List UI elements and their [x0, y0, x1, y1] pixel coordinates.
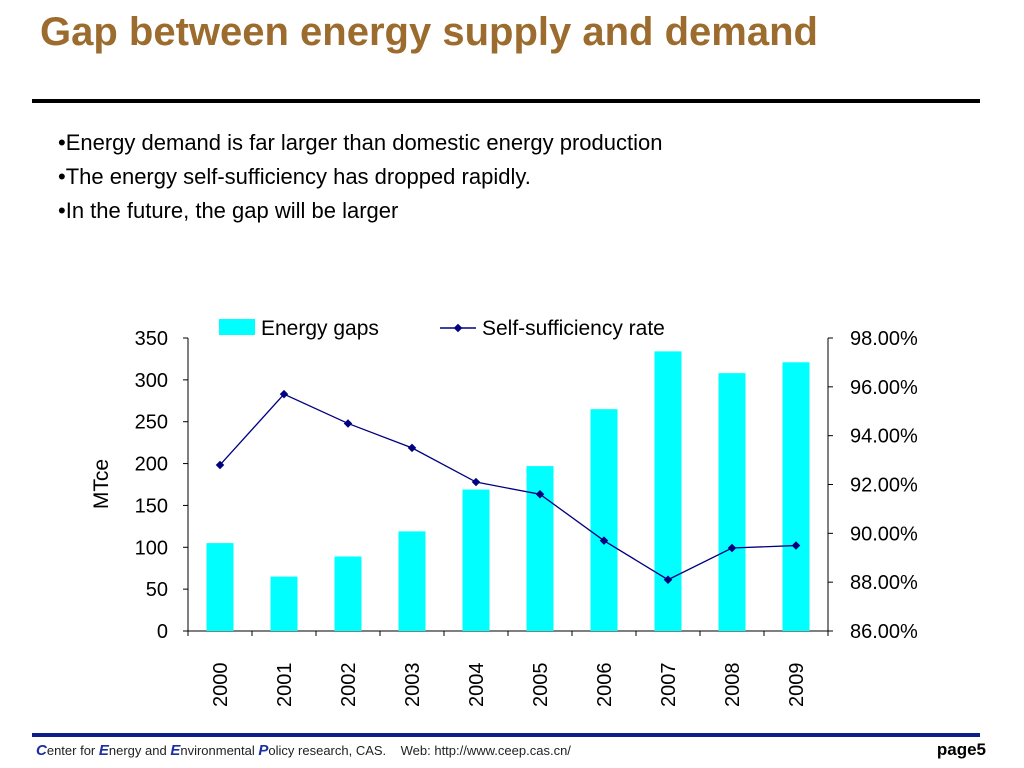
y2-tick-label: 90.00%: [850, 523, 918, 545]
y2-tick-label: 96.00%: [850, 377, 918, 399]
point-self-sufficiency: [343, 419, 353, 428]
y2-tick-label: 88.00%: [850, 572, 918, 594]
bar-energy-gap: [782, 362, 810, 631]
x-tick-label: 2003: [402, 663, 424, 708]
y2-tick-label: 98.00%: [850, 328, 918, 350]
y-tick-label: 250: [135, 412, 168, 434]
x-tick-label: 2005: [530, 663, 552, 708]
x-tick-label: 2009: [786, 663, 808, 708]
legend-label-energy-gaps: Energy gaps: [261, 317, 379, 340]
point-self-sufficiency: [535, 490, 545, 499]
y2-tick-label: 86.00%: [850, 621, 918, 643]
y-tick-label: 0: [157, 621, 168, 643]
footer-text: olicy research, CAS.: [268, 743, 387, 758]
y-tick-label: 350: [135, 328, 168, 350]
y2-tick-label: 92.00%: [850, 475, 918, 497]
y-axis-label: MTce: [90, 459, 113, 509]
footer-divider: [32, 733, 980, 737]
x-tick-label: 2007: [658, 663, 680, 708]
y2-tick-label: 94.00%: [850, 426, 918, 448]
y-tick-label: 300: [135, 370, 168, 392]
title-divider: [32, 99, 980, 103]
bar-energy-gap: [270, 576, 298, 631]
x-tick-label: 2000: [210, 663, 232, 708]
footer-text: nvironmental: [180, 743, 259, 758]
bullet-item: •Energy demand is far larger than domest…: [58, 130, 663, 155]
legend-marker-self-sufficiency: [453, 323, 463, 333]
footer-initial: E: [170, 742, 181, 759]
bar-energy-gap: [462, 489, 490, 631]
bullet-list: •Energy demand is far larger than domest…: [58, 126, 662, 228]
point-self-sufficiency: [215, 460, 225, 470]
footer-text: enter for: [46, 743, 99, 758]
slide-title: Gap between energy supply and demand: [40, 10, 818, 54]
page-number: page5: [936, 740, 986, 759]
x-tick-label: 2006: [594, 663, 616, 708]
chart-legend: Energy gaps Self-sufficiency rate: [219, 317, 665, 340]
bar-energy-gap: [654, 351, 682, 631]
footer-credit: Center for Energy and Environmental Poli…: [36, 742, 571, 759]
bar-energy-gap: [590, 409, 618, 631]
footer-web-link[interactable]: Web: http://www.ceep.cas.cn/: [400, 743, 571, 758]
line-self-sufficiency: [219, 393, 797, 581]
point-self-sufficiency: [407, 443, 417, 453]
footer-text: nergy and: [108, 743, 171, 758]
point-self-sufficiency: [471, 477, 481, 487]
bar-energy-gap: [334, 556, 362, 631]
bar-energy-gap: [398, 531, 426, 631]
bullet-item: •The energy self-sufficiency has dropped…: [58, 164, 531, 189]
footer-initial: C: [36, 742, 47, 759]
point-self-sufficiency: [663, 575, 673, 584]
y-tick-label: 200: [135, 454, 168, 476]
energy-gap-chart: MTce 0 50 100 150 200 250 300 350 86.00% 88.00% 90…: [90, 317, 918, 708]
x-tick-label: 2001: [274, 663, 296, 708]
x-tick-label: 2008: [722, 663, 744, 708]
y-tick-label: 150: [135, 495, 168, 517]
bar-energy-gap: [718, 373, 746, 631]
y-tick-label: 100: [135, 537, 168, 559]
y-tick-label: 50: [146, 579, 168, 601]
x-tick-label: 2002: [338, 663, 360, 708]
footer-initial: E: [98, 742, 109, 759]
legend-label-self-sufficiency: Self-sufficiency rate: [482, 317, 665, 340]
legend-swatch-energy-gaps: [219, 319, 255, 335]
footer-initial: P: [258, 742, 269, 759]
point-self-sufficiency: [279, 389, 289, 399]
x-tick-label: 2004: [466, 663, 488, 708]
bullet-item: •In the future, the gap will be larger: [58, 198, 399, 223]
bar-energy-gap: [206, 543, 234, 631]
